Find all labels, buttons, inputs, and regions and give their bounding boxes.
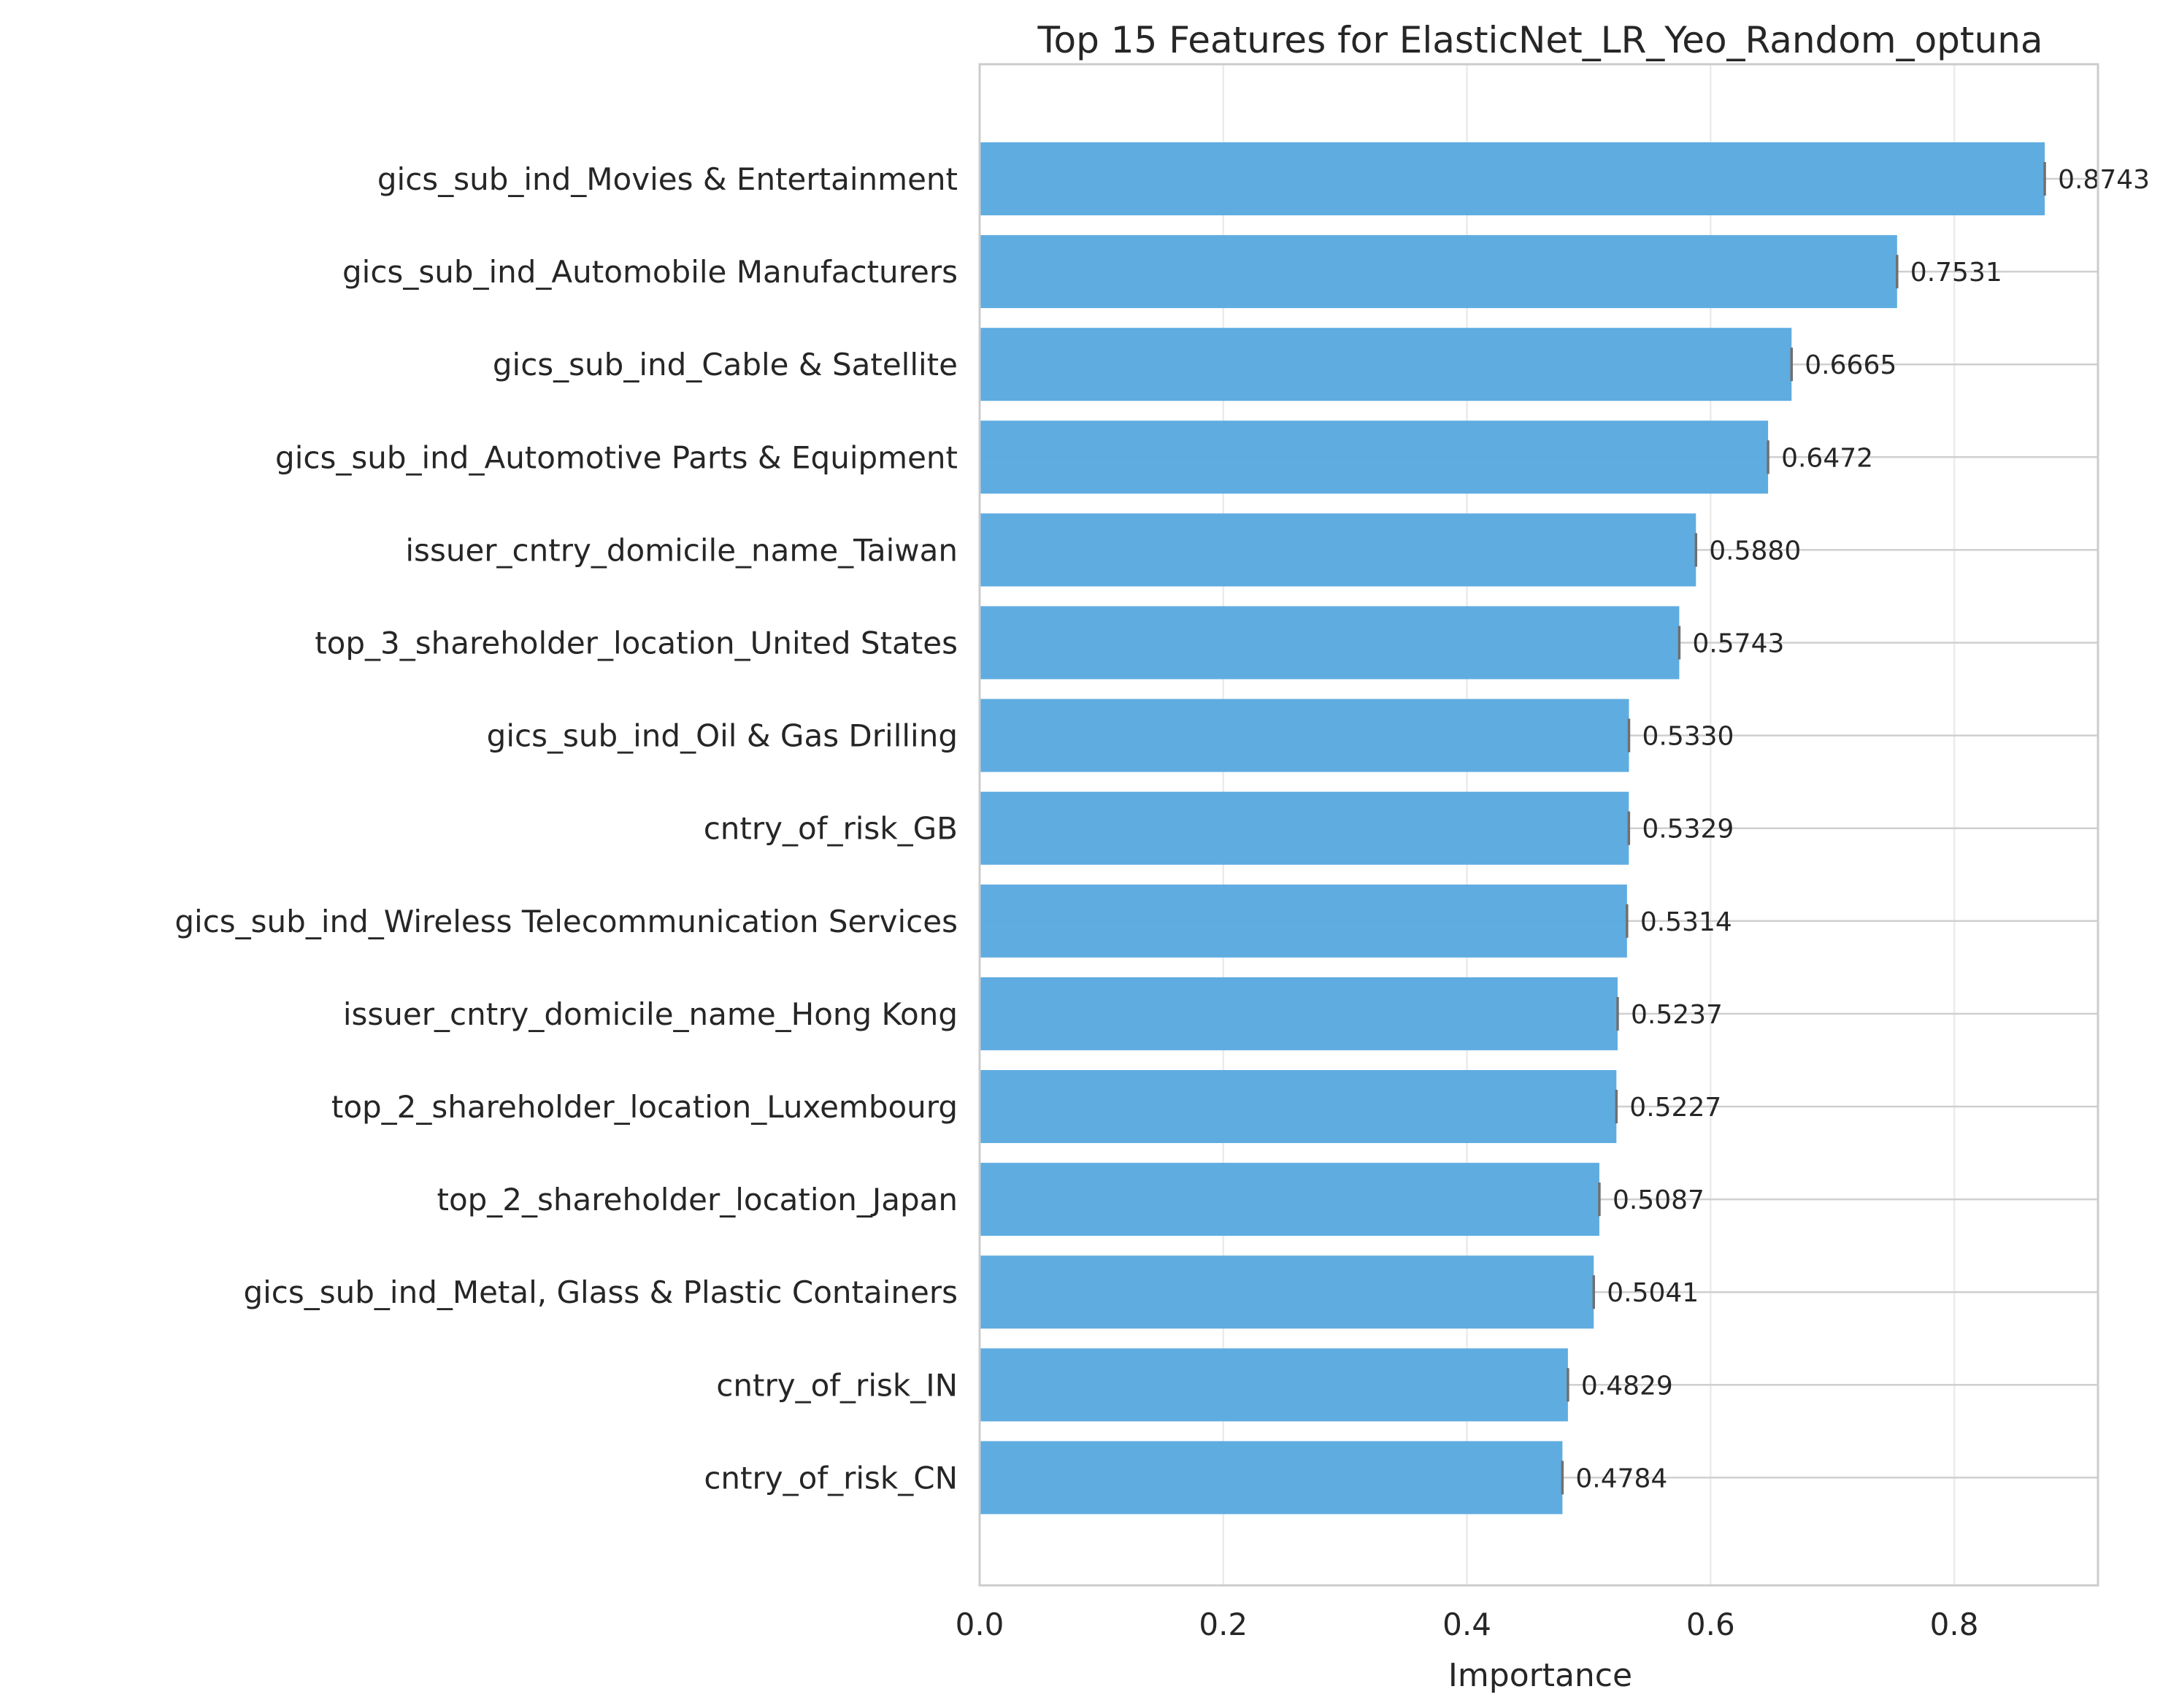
x-tick-label: 0.2 — [1199, 1607, 1248, 1642]
x-axis-label: Importance — [1448, 1657, 1632, 1694]
value-label: 0.5743 — [1692, 629, 1784, 659]
bar — [980, 328, 1792, 401]
value-label: 0.5314 — [1640, 907, 1732, 937]
x-tick-label: 0.8 — [1930, 1607, 1979, 1642]
bars — [980, 142, 2046, 1515]
bar — [980, 513, 1696, 587]
y-tick-label: top_2_shareholder_location_Luxembourg — [331, 1089, 958, 1125]
value-label: 0.5087 — [1613, 1185, 1705, 1215]
bar — [980, 699, 1629, 772]
y-tick-label: issuer_cntry_domicile_name_Hong Kong — [343, 996, 958, 1032]
value-label: 0.5227 — [1629, 1093, 1721, 1123]
value-label: 0.5330 — [1642, 722, 1734, 752]
y-tick-label: cntry_of_risk_GB — [704, 811, 958, 847]
y-tick-label: cntry_of_risk_CN — [704, 1460, 958, 1496]
y-tick-label: gics_sub_ind_Oil & Gas Drilling — [487, 718, 958, 754]
x-tick-label: 0.0 — [956, 1607, 1004, 1642]
bar — [980, 1163, 1599, 1236]
y-tick-label: cntry_of_risk_IN — [716, 1367, 958, 1403]
value-label: 0.8743 — [2058, 165, 2150, 195]
value-label: 0.6472 — [1781, 443, 1873, 473]
y-tick-label: top_3_shareholder_location_United States — [315, 626, 958, 661]
x-tick-label: 0.4 — [1442, 1607, 1491, 1642]
bar — [980, 977, 1618, 1050]
y-tick-label: gics_sub_ind_Automobile Manufacturers — [342, 254, 958, 290]
bar — [980, 1348, 1568, 1422]
value-label: 0.5237 — [1631, 1000, 1723, 1030]
bar — [980, 235, 1897, 309]
x-tick-label: 0.6 — [1686, 1607, 1735, 1642]
y-tick-label: gics_sub_ind_Metal, Glass & Plastic Cont… — [243, 1274, 958, 1310]
bar — [980, 606, 1680, 680]
bar — [980, 791, 1629, 865]
chart-title: Top 15 Features for ElasticNet_LR_Yeo_Ra… — [1037, 19, 2042, 61]
bar — [980, 884, 1627, 958]
value-label: 0.6665 — [1805, 350, 1896, 380]
value-label: 0.5041 — [1607, 1278, 1699, 1308]
bar — [980, 420, 1769, 494]
value-label: 0.4784 — [1575, 1463, 1667, 1493]
bar — [980, 1255, 1594, 1329]
y-tick-label: gics_sub_ind_Cable & Satellite — [493, 347, 958, 382]
value-label: 0.7531 — [1910, 258, 2002, 288]
y-tick-label: top_2_shareholder_location_Japan — [437, 1182, 958, 1217]
plot-frame — [978, 63, 2099, 1587]
y-tick-label: gics_sub_ind_Movies & Entertainment — [377, 161, 958, 197]
value-label: 0.5880 — [1709, 536, 1801, 566]
value-label: 0.5329 — [1642, 815, 1734, 845]
bar — [980, 1070, 1617, 1143]
y-tick-label: gics_sub_ind_Wireless Telecommunication … — [174, 904, 958, 939]
y-axis-labels: gics_sub_ind_Movies & Entertainment gics_… — [174, 161, 958, 1496]
y-tick-label: issuer_cntry_domicile_name_Taiwan — [405, 532, 958, 568]
value-label: 0.4829 — [1581, 1371, 1673, 1401]
y-tick-label: gics_sub_ind_Automotive Parts & Equipmen… — [275, 439, 958, 475]
bar — [980, 1441, 1563, 1515]
value-labels: 0.8743 0.7531 0.6665 0.6472 0.5880 0.5743 0.53… — [1575, 165, 2150, 1493]
bar — [980, 142, 2045, 215]
x-axis-ticks: 0.0 0.2 0.4 0.6 0.8 — [956, 1607, 1979, 1642]
